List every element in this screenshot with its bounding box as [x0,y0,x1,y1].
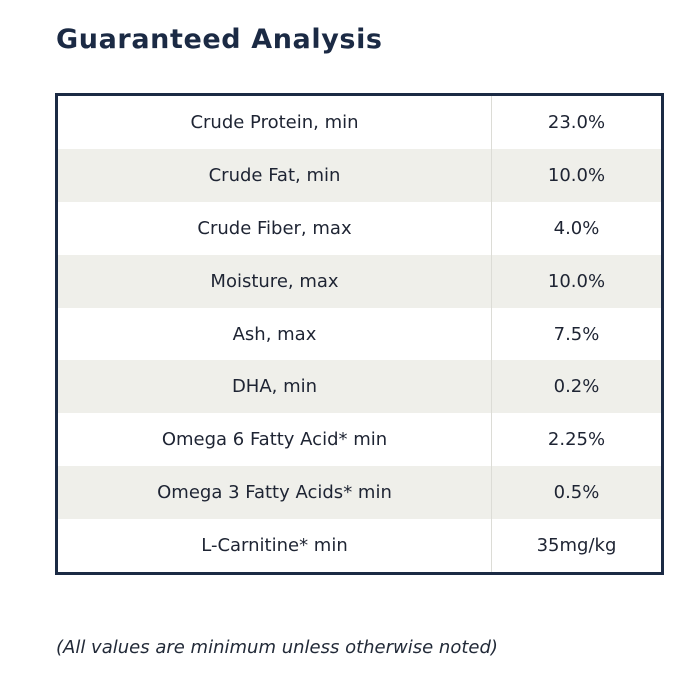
table-row: Ash, max 7.5% [58,307,661,361]
nutrient-name: Omega 3 Fatty Acids* min [58,466,492,520]
nutrient-name: Ash, max [58,307,492,361]
nutrient-value: 0.5% [491,466,661,520]
table-row: Omega 6 Fatty Acid* min 2.25% [58,413,661,467]
nutrient-value: 10.0% [491,148,661,202]
nutrient-name: Crude Protein, min [58,96,492,149]
table-row: Crude Fiber, max 4.0% [58,201,661,255]
table-row: Omega 3 Fatty Acids* min 0.5% [58,466,661,520]
table-row: Crude Fat, min 10.0% [58,148,661,202]
footnote: (All values are minimum unless otherwise… [56,637,498,658]
nutrient-name: L-Carnitine* min [58,519,492,573]
nutrient-value: 0.2% [491,360,661,414]
page-title: Guaranteed Analysis [56,24,383,55]
table-row: L-Carnitine* min 35mg/kg [58,519,661,573]
nutrient-value: 23.0% [547,111,606,133]
nutrient-value: 7.5% [553,323,600,345]
analysis-table: Crude Protein, min 23.0% Crude Fat, min … [58,96,661,573]
nutrient-value: 4.0% [553,217,600,239]
table-row: Crude Protein, min 23.0% [58,96,661,149]
nutrient-name: Moisture, max [58,254,492,308]
guaranteed-analysis-table: Crude Protein, min 23.0% Crude Fat, min … [55,93,664,575]
nutrient-value: 35mg/kg [536,535,617,557]
nutrient-value: 10.0% [491,254,661,308]
nutrient-name: Omega 6 Fatty Acid* min [58,413,492,467]
table-row: Moisture, max 10.0% [58,254,661,308]
nutrient-name: Crude Fat, min [58,148,492,202]
nutrient-name: Crude Fiber, max [58,201,492,255]
nutrient-value: 2.25% [547,429,606,451]
nutrient-name: DHA, min [58,360,492,414]
table-row: DHA, min 0.2% [58,360,661,414]
